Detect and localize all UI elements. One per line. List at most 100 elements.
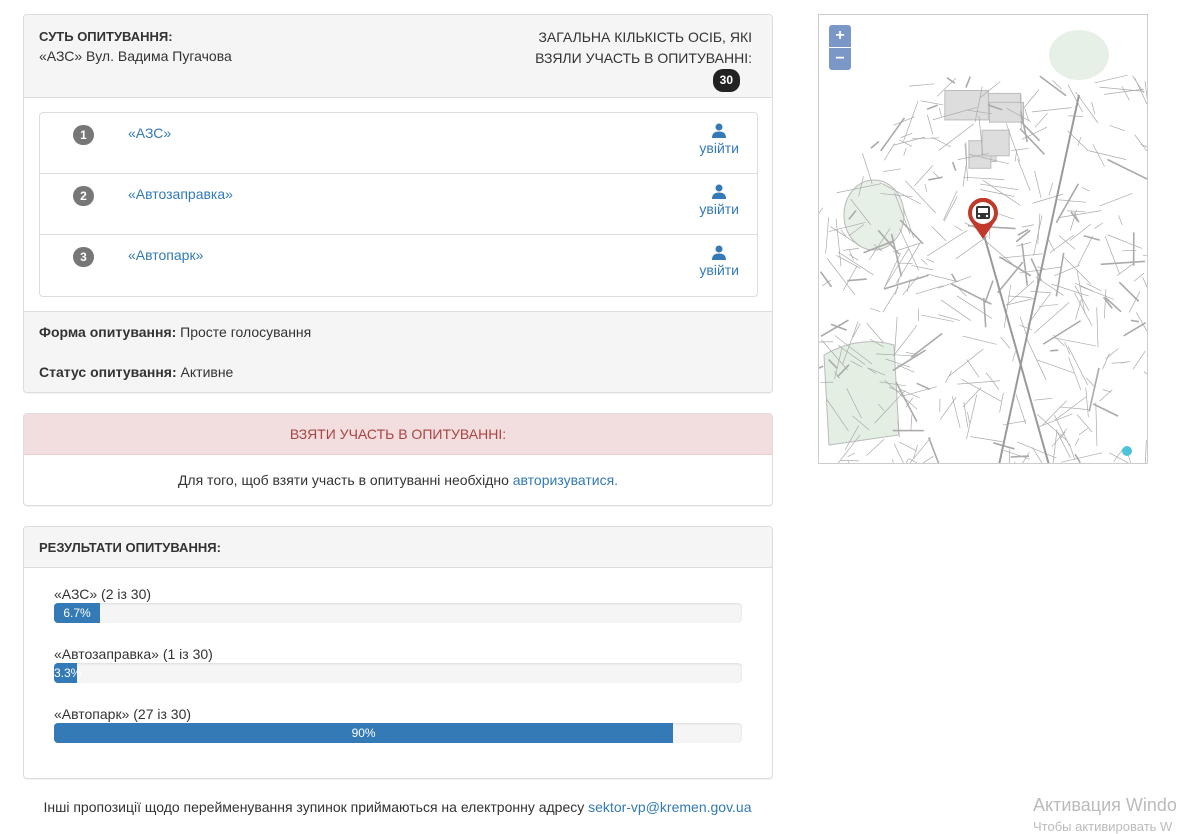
map-feature <box>1145 440 1146 464</box>
map-feature <box>1061 453 1102 463</box>
option-link[interactable]: «Автозаправка» <box>128 186 233 202</box>
map-feature <box>911 265 933 269</box>
map-feature <box>1059 407 1088 410</box>
map-feature <box>1133 351 1145 369</box>
user-icon <box>712 245 726 260</box>
map-feature <box>1059 235 1075 249</box>
map-feature <box>1050 350 1058 351</box>
map-feature <box>1035 113 1048 127</box>
map-feature <box>926 259 934 262</box>
login-link[interactable]: увійти <box>699 184 739 219</box>
user-icon <box>712 184 726 199</box>
map-feature <box>1011 148 1028 150</box>
map-feature <box>925 184 927 192</box>
map-feature <box>1107 235 1141 249</box>
map-feature <box>1107 160 1148 181</box>
map-feature <box>932 226 946 240</box>
map-feature <box>921 259 927 264</box>
zoom-in-button[interactable]: + <box>829 25 851 47</box>
map-feature <box>1082 187 1089 191</box>
map-feature <box>894 443 905 464</box>
map-feature <box>893 459 898 464</box>
map-feature <box>1040 76 1066 96</box>
map-feature <box>893 325 917 356</box>
map-feature <box>1135 135 1148 152</box>
map-feature <box>1034 398 1052 400</box>
map-feature <box>871 142 879 149</box>
map-feature <box>1020 325 1032 329</box>
map-feature <box>1122 446 1132 456</box>
participate-title: ВЗЯТИ УЧАСТЬ В ОПИТУВАННІ: <box>24 414 772 455</box>
results-panel: РЕЗУЛЬТАТИ ОПИТУВАННЯ: «АЗС» (2 із 30) 6… <box>23 526 773 779</box>
poll-header: СУТЬ ОПИТУВАННЯ: «АЗС» Вул. Вадима Пугач… <box>24 15 772 98</box>
bus-marker-icon[interactable] <box>967 198 999 240</box>
map-feature <box>1117 262 1135 276</box>
map-feature <box>1022 243 1027 285</box>
login-link[interactable]: увійти <box>699 123 739 158</box>
result-item: «Автопарк» (27 із 30) 90% <box>54 705 742 743</box>
map-feature <box>951 284 991 304</box>
map-feature <box>982 130 1009 156</box>
results-title: РЕЗУЛЬТАТИ ОПИТУВАННЯ: <box>24 527 772 568</box>
map-feature <box>1079 428 1088 434</box>
participate-panel: ВЗЯТИ УЧАСТЬ В ОПИТУВАННІ: Для того, щоб… <box>23 413 773 506</box>
authorize-link[interactable]: авторизуватися. <box>513 472 618 488</box>
map-feature <box>1144 372 1148 385</box>
map-feature <box>901 387 936 397</box>
map-feature <box>1143 277 1148 292</box>
map-feature <box>1008 296 1032 298</box>
poll-info-panel: СУТЬ ОПИТУВАННЯ: «АЗС» Вул. Вадима Пугач… <box>23 14 773 393</box>
map-feature <box>1106 349 1119 359</box>
map-feature <box>1052 428 1067 446</box>
map-feature <box>1037 360 1074 373</box>
zoom-out-button[interactable]: − <box>829 48 851 70</box>
total-count-badge: 30 <box>713 69 740 92</box>
map-feature <box>1070 224 1091 240</box>
map-feature <box>989 102 1023 122</box>
option-number: 2 <box>73 186 94 206</box>
map-feature <box>1038 414 1072 427</box>
map-feature <box>928 177 942 180</box>
map-feature <box>843 266 857 291</box>
map-feature <box>966 76 970 87</box>
essence-value: «АЗС» Вул. Вадима Пугачова <box>39 48 232 64</box>
map-feature <box>1093 404 1118 416</box>
map-feature <box>1069 357 1081 390</box>
map-feature <box>1099 390 1112 402</box>
map-feature <box>1030 291 1051 293</box>
map-feature <box>967 359 979 377</box>
map-feature <box>862 153 872 184</box>
map-feature <box>884 143 894 160</box>
map-feature <box>1035 171 1042 198</box>
map[interactable]: + − <box>818 14 1148 464</box>
map-feature <box>1109 453 1136 464</box>
map-feature <box>1102 353 1109 369</box>
option-link[interactable]: «Автопарк» <box>128 247 203 263</box>
login-label: увійти <box>699 262 739 278</box>
map-feature <box>1022 225 1034 227</box>
status-label: Статус опитування: <box>39 364 177 380</box>
map-feature <box>904 148 906 156</box>
map-feature <box>948 349 983 377</box>
options-list: 1 «АЗС» увійти 2 «Автозаправка» увійти 3… <box>39 112 758 297</box>
map-feature <box>1119 215 1123 225</box>
map-feature <box>824 342 899 445</box>
map-feature <box>904 101 919 141</box>
map-feature <box>1052 429 1057 464</box>
map-feature <box>1043 321 1080 344</box>
email-link[interactable]: sektor-vp@kremen.gov.ua <box>588 799 751 815</box>
map-feature <box>1124 323 1146 336</box>
map-feature <box>1000 393 1004 412</box>
map-feature <box>963 336 997 344</box>
map-feature <box>1119 282 1138 301</box>
option-link[interactable]: «АЗС» <box>128 125 171 141</box>
result-label: «АЗС» (2 із 30) <box>54 585 742 603</box>
map-feature <box>1034 302 1069 333</box>
map-feature <box>893 459 908 464</box>
map-feature <box>1013 351 1016 361</box>
map-feature <box>821 320 849 336</box>
login-link[interactable]: увійти <box>699 245 739 280</box>
map-feature <box>1094 223 1103 229</box>
map-feature <box>1004 450 1030 459</box>
login-label: увійти <box>699 201 739 217</box>
